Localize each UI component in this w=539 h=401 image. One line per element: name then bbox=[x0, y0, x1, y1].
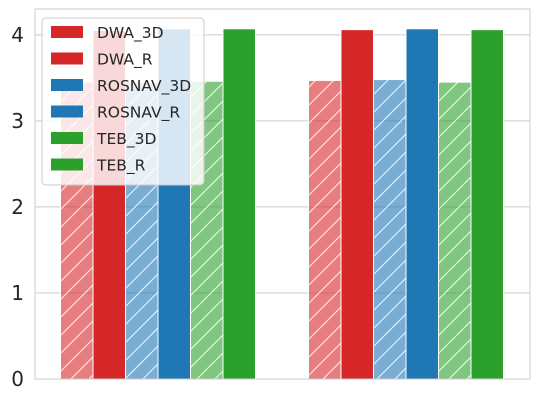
bar-TEB_3D-1 bbox=[438, 81, 472, 380]
bar-ROSNAV_R-1 bbox=[405, 28, 439, 380]
legend-label-TEB_R: TEB_R bbox=[96, 157, 146, 176]
legend-swatch-DWA_R bbox=[51, 52, 83, 65]
bar-TEB_R-0 bbox=[222, 28, 256, 380]
bar-ROSNAV_3D-1 bbox=[373, 79, 407, 380]
legend-swatch-ROSNAV_3D bbox=[51, 79, 83, 91]
legend-swatch-DWA_3D bbox=[51, 26, 83, 38]
legend-swatch-ROSNAV_R bbox=[51, 105, 83, 118]
legend-label-DWA_R: DWA_R bbox=[97, 51, 153, 70]
legend-label-DWA_3D: DWA_3D bbox=[97, 24, 164, 43]
y-tick-label-4: 4 bbox=[11, 23, 24, 47]
legend: DWA_3D DWA_R ROSNAV_3D ROSNAV_R TEB_3D TEB_R bbox=[41, 17, 205, 186]
legend-label-ROSNAV_3D: ROSNAV_3D bbox=[97, 77, 191, 96]
legend-label-TEB_3D: TEB_3D bbox=[96, 130, 157, 149]
y-tick-label-1: 1 bbox=[11, 281, 24, 305]
plot-frame bbox=[34, 8, 531, 380]
bar-TEB_R-1 bbox=[470, 29, 504, 380]
bar-DWA_3D-1 bbox=[308, 79, 342, 380]
y-tick-label-0: 0 bbox=[11, 367, 24, 391]
y-tick-label-2: 2 bbox=[11, 195, 24, 219]
legend-swatch-TEB_3D bbox=[51, 132, 83, 144]
legend-label-ROSNAV_R: ROSNAV_R bbox=[97, 104, 180, 123]
y-axis-ticks: 0 1 2 3 4 bbox=[11, 23, 24, 391]
bar-DWA_R-1 bbox=[340, 29, 374, 380]
legend-swatch-TEB_R bbox=[51, 158, 83, 171]
y-tick-label-3: 3 bbox=[11, 109, 24, 133]
